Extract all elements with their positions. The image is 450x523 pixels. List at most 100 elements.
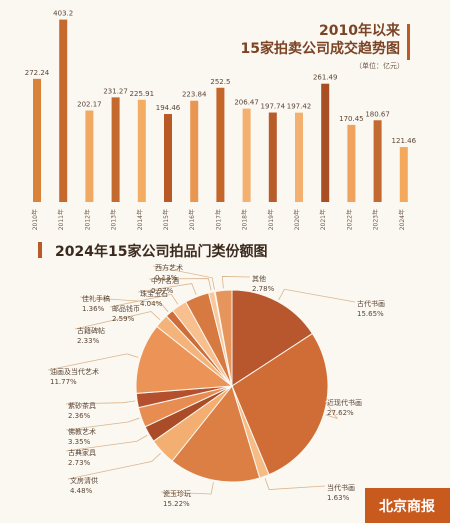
bar-2012年: [85, 110, 94, 202]
bar-value-label: 170.45: [339, 115, 364, 123]
pie-chart: 2024年15家公司拍品门类份额图 古代书画 15.65% 近现代书画 27.62% 当…: [0, 230, 450, 523]
bar-2018年: [242, 108, 251, 202]
bar-2014年: [137, 99, 146, 202]
bar-2010年: [33, 78, 41, 202]
x-tick-label: 2018年: [241, 209, 249, 230]
pie-category-label: 古代书画: [357, 299, 385, 308]
pie-category-label: 邮品钱币: [112, 304, 140, 313]
bar-2023年: [373, 120, 382, 202]
x-tick-label: 2022年: [345, 209, 353, 230]
bar-2017年: [216, 87, 225, 202]
pie-percent-label: 4.04%: [140, 300, 163, 308]
pie-category-label: 当代书画: [327, 483, 355, 492]
pie-percent-label: 4.48%: [70, 487, 93, 495]
bar-2013年: [111, 97, 120, 202]
pie-leader-line: [324, 400, 339, 420]
watermark-bg: [365, 488, 450, 523]
pie-percent-label: 2.73%: [68, 459, 91, 467]
pie-percent-label: 2.36%: [68, 412, 91, 420]
bar-chart: 2010年以来 15家拍卖公司成交趋势图 （单位：亿元） 272.24 2010年…: [0, 0, 450, 230]
bar-2016年: [190, 100, 199, 202]
pie-leader-line: [65, 400, 136, 405]
pie-category-label: 古籍碑帖: [77, 326, 105, 335]
x-tick-label: 2015年: [162, 209, 170, 230]
x-tick-label: 2024年: [398, 209, 406, 230]
pie-leader-line: [160, 482, 214, 495]
bar-2024年: [399, 147, 408, 202]
pie-leader-line: [152, 265, 215, 290]
watermark-text: 北京商报: [379, 498, 435, 515]
pie-leader-line: [137, 283, 197, 295]
pie-category-label: 佳礼手稿: [82, 294, 110, 303]
pie-leader-line: [74, 311, 161, 330]
pie-slice-其他: [214, 289, 233, 387]
bar-value-label: 194.46: [156, 104, 181, 112]
pie-percent-label: 0.13%: [155, 274, 178, 282]
bar-value-label: 223.84: [182, 91, 207, 99]
x-tick-label: 2016年: [188, 209, 196, 230]
bar-value-label: 121.46: [392, 137, 417, 145]
x-tick-label: 2013年: [110, 209, 118, 230]
bar-value-label: 197.42: [287, 103, 312, 111]
x-tick-label: 2021年: [319, 209, 327, 230]
pie-percent-label: 1.36%: [82, 305, 105, 313]
bar-2020年: [295, 112, 303, 202]
pie-leader-line: [65, 417, 140, 431]
bar-2021年: [321, 83, 330, 202]
pie-chart-title-accent: [38, 242, 42, 258]
x-tick-label: 2012年: [83, 209, 91, 230]
pie-percent-label: 0.97%: [151, 287, 174, 295]
bar-value-label: 403.2: [53, 10, 73, 18]
pie-percent-label: 15.65%: [357, 310, 384, 318]
pie-category-label: 油画及当代艺术: [50, 367, 99, 376]
bar-chart-title: 2010年以来: [319, 22, 401, 39]
x-tick-label: 2011年: [57, 209, 65, 230]
bar-chart-subtitle: 15家拍卖公司成交趋势图: [241, 40, 400, 57]
pie-leader-line: [221, 276, 251, 289]
pie-leader-line: [264, 478, 326, 490]
pie-percent-label: 2.33%: [77, 337, 100, 345]
bar-chart-unit: （单位：亿元）: [355, 61, 404, 70]
pie-leader-line: [65, 434, 148, 452]
bar-2011年: [59, 19, 68, 202]
pie-category-label: 佛教艺术: [68, 427, 96, 436]
pie-category-label: 珠宝玉石: [140, 289, 168, 298]
pie-leader-line: [148, 278, 212, 291]
pie-category-label: 西方艺术: [155, 263, 183, 272]
pie-category-label: 紫砂茶具: [68, 401, 96, 410]
x-tick-label: 2019年: [267, 209, 275, 230]
pie-slice-油画及当代艺术: [135, 325, 234, 394]
pie-percent-label: 2.59%: [112, 315, 135, 323]
pie-category-label: 其他: [252, 274, 266, 283]
bar-value-label: 225.91: [130, 90, 155, 98]
pie-slice-近现代书画: [231, 332, 329, 476]
bar-value-label: 202.17: [77, 101, 102, 109]
x-tick-label: 2017年: [214, 209, 222, 230]
bar-value-label: 231.27: [103, 87, 128, 95]
x-tick-label: 2010年: [31, 209, 39, 230]
pie-percent-label: 15.22%: [163, 500, 190, 508]
pie-leader-line: [278, 288, 356, 303]
pie-category-label: 古典家具: [68, 448, 96, 457]
bar-value-label: 206.47: [234, 99, 259, 107]
bar-value-label: 197.74: [261, 103, 286, 111]
pie-percent-label: 11.77%: [50, 378, 77, 386]
pie-layer: 古代书画 15.65% 近现代书画 27.62% 当代书画 1.63% 瓷玉珍玩 15.22%…: [47, 263, 385, 508]
pie-percent-label: 3.35%: [68, 438, 91, 446]
pie-leader-line: [67, 452, 161, 480]
pie-chart-title: 2024年15家公司拍品门类份额图: [55, 243, 267, 260]
pie-leader-line: [79, 296, 169, 312]
bar-2022年: [347, 124, 356, 202]
bar-value-label: 180.67: [365, 110, 390, 118]
bar-layer: 272.24 2010年 403.2 2011年 202.17 2012年 231.27 20…: [25, 10, 417, 230]
bar-2019年: [268, 112, 277, 202]
x-tick-label: 2020年: [293, 209, 301, 230]
pie-percent-label: 27.62%: [327, 409, 354, 417]
pie-category-label: 近现代书画: [327, 398, 362, 407]
pie-leader-line: [109, 293, 179, 308]
pie-category-label: 文房清供: [70, 476, 98, 485]
pie-category-label: 中外名酒: [151, 276, 179, 285]
pie-category-label: 瓷玉珍玩: [163, 489, 191, 498]
pie-slice-瓷玉珍玩: [171, 384, 261, 483]
